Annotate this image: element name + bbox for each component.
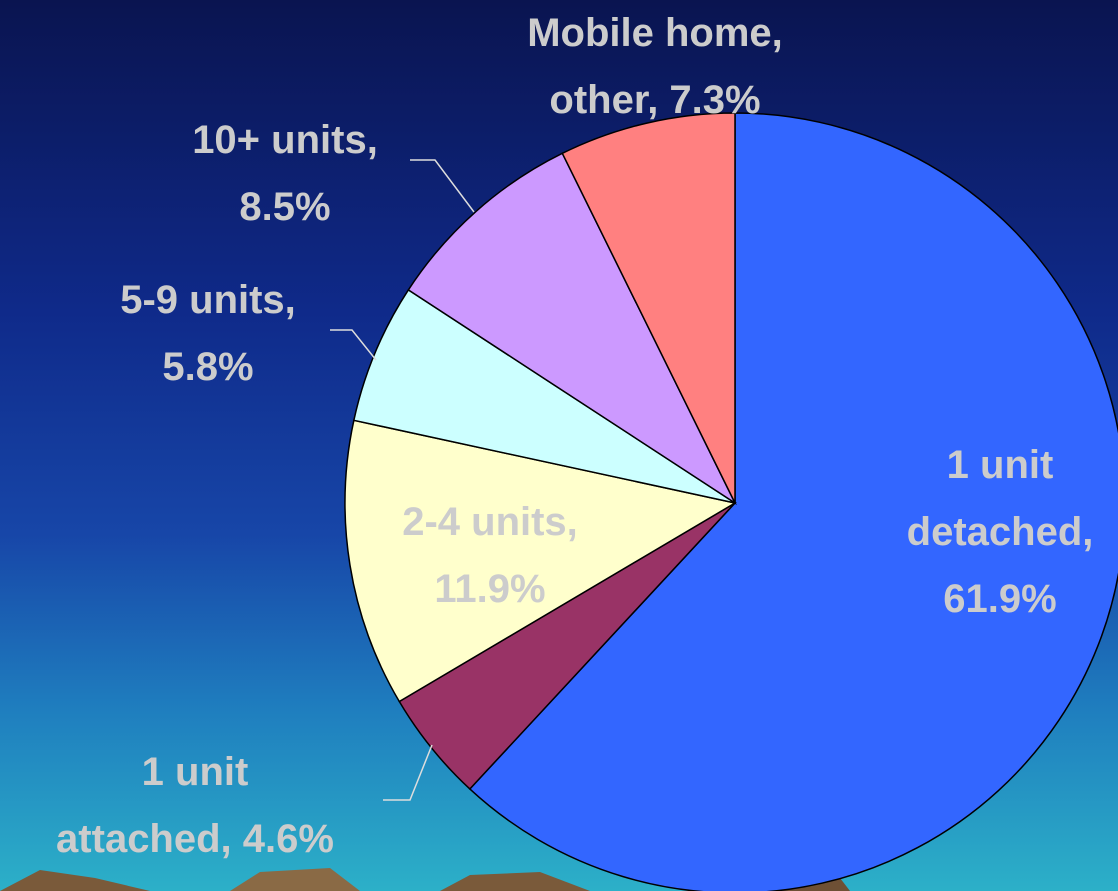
pie-slice — [561, 112, 736, 504]
pie-slice — [352, 288, 736, 504]
hill — [230, 868, 360, 891]
pie-slice — [468, 112, 1118, 891]
leader-line — [383, 744, 433, 801]
data-label: 1 unit attached, 4.6% — [56, 750, 334, 861]
leader-lines — [330, 159, 475, 801]
hill — [0, 870, 150, 891]
data-label: 2-4 units, 11.9% — [402, 500, 578, 611]
leader-line — [330, 329, 377, 361]
data-label: 1 unit detached, 61.9% — [906, 443, 1094, 621]
data-label: 10+ units, 8.5% — [192, 118, 378, 229]
pie — [344, 112, 1118, 891]
hill — [440, 872, 590, 891]
data-label: 5-9 units, 5.8% — [120, 278, 296, 389]
data-label: Mobile home, other, 7.3% — [527, 11, 783, 122]
pie-slice — [407, 152, 737, 506]
leader-line — [410, 159, 475, 213]
pie-slice — [344, 419, 738, 703]
